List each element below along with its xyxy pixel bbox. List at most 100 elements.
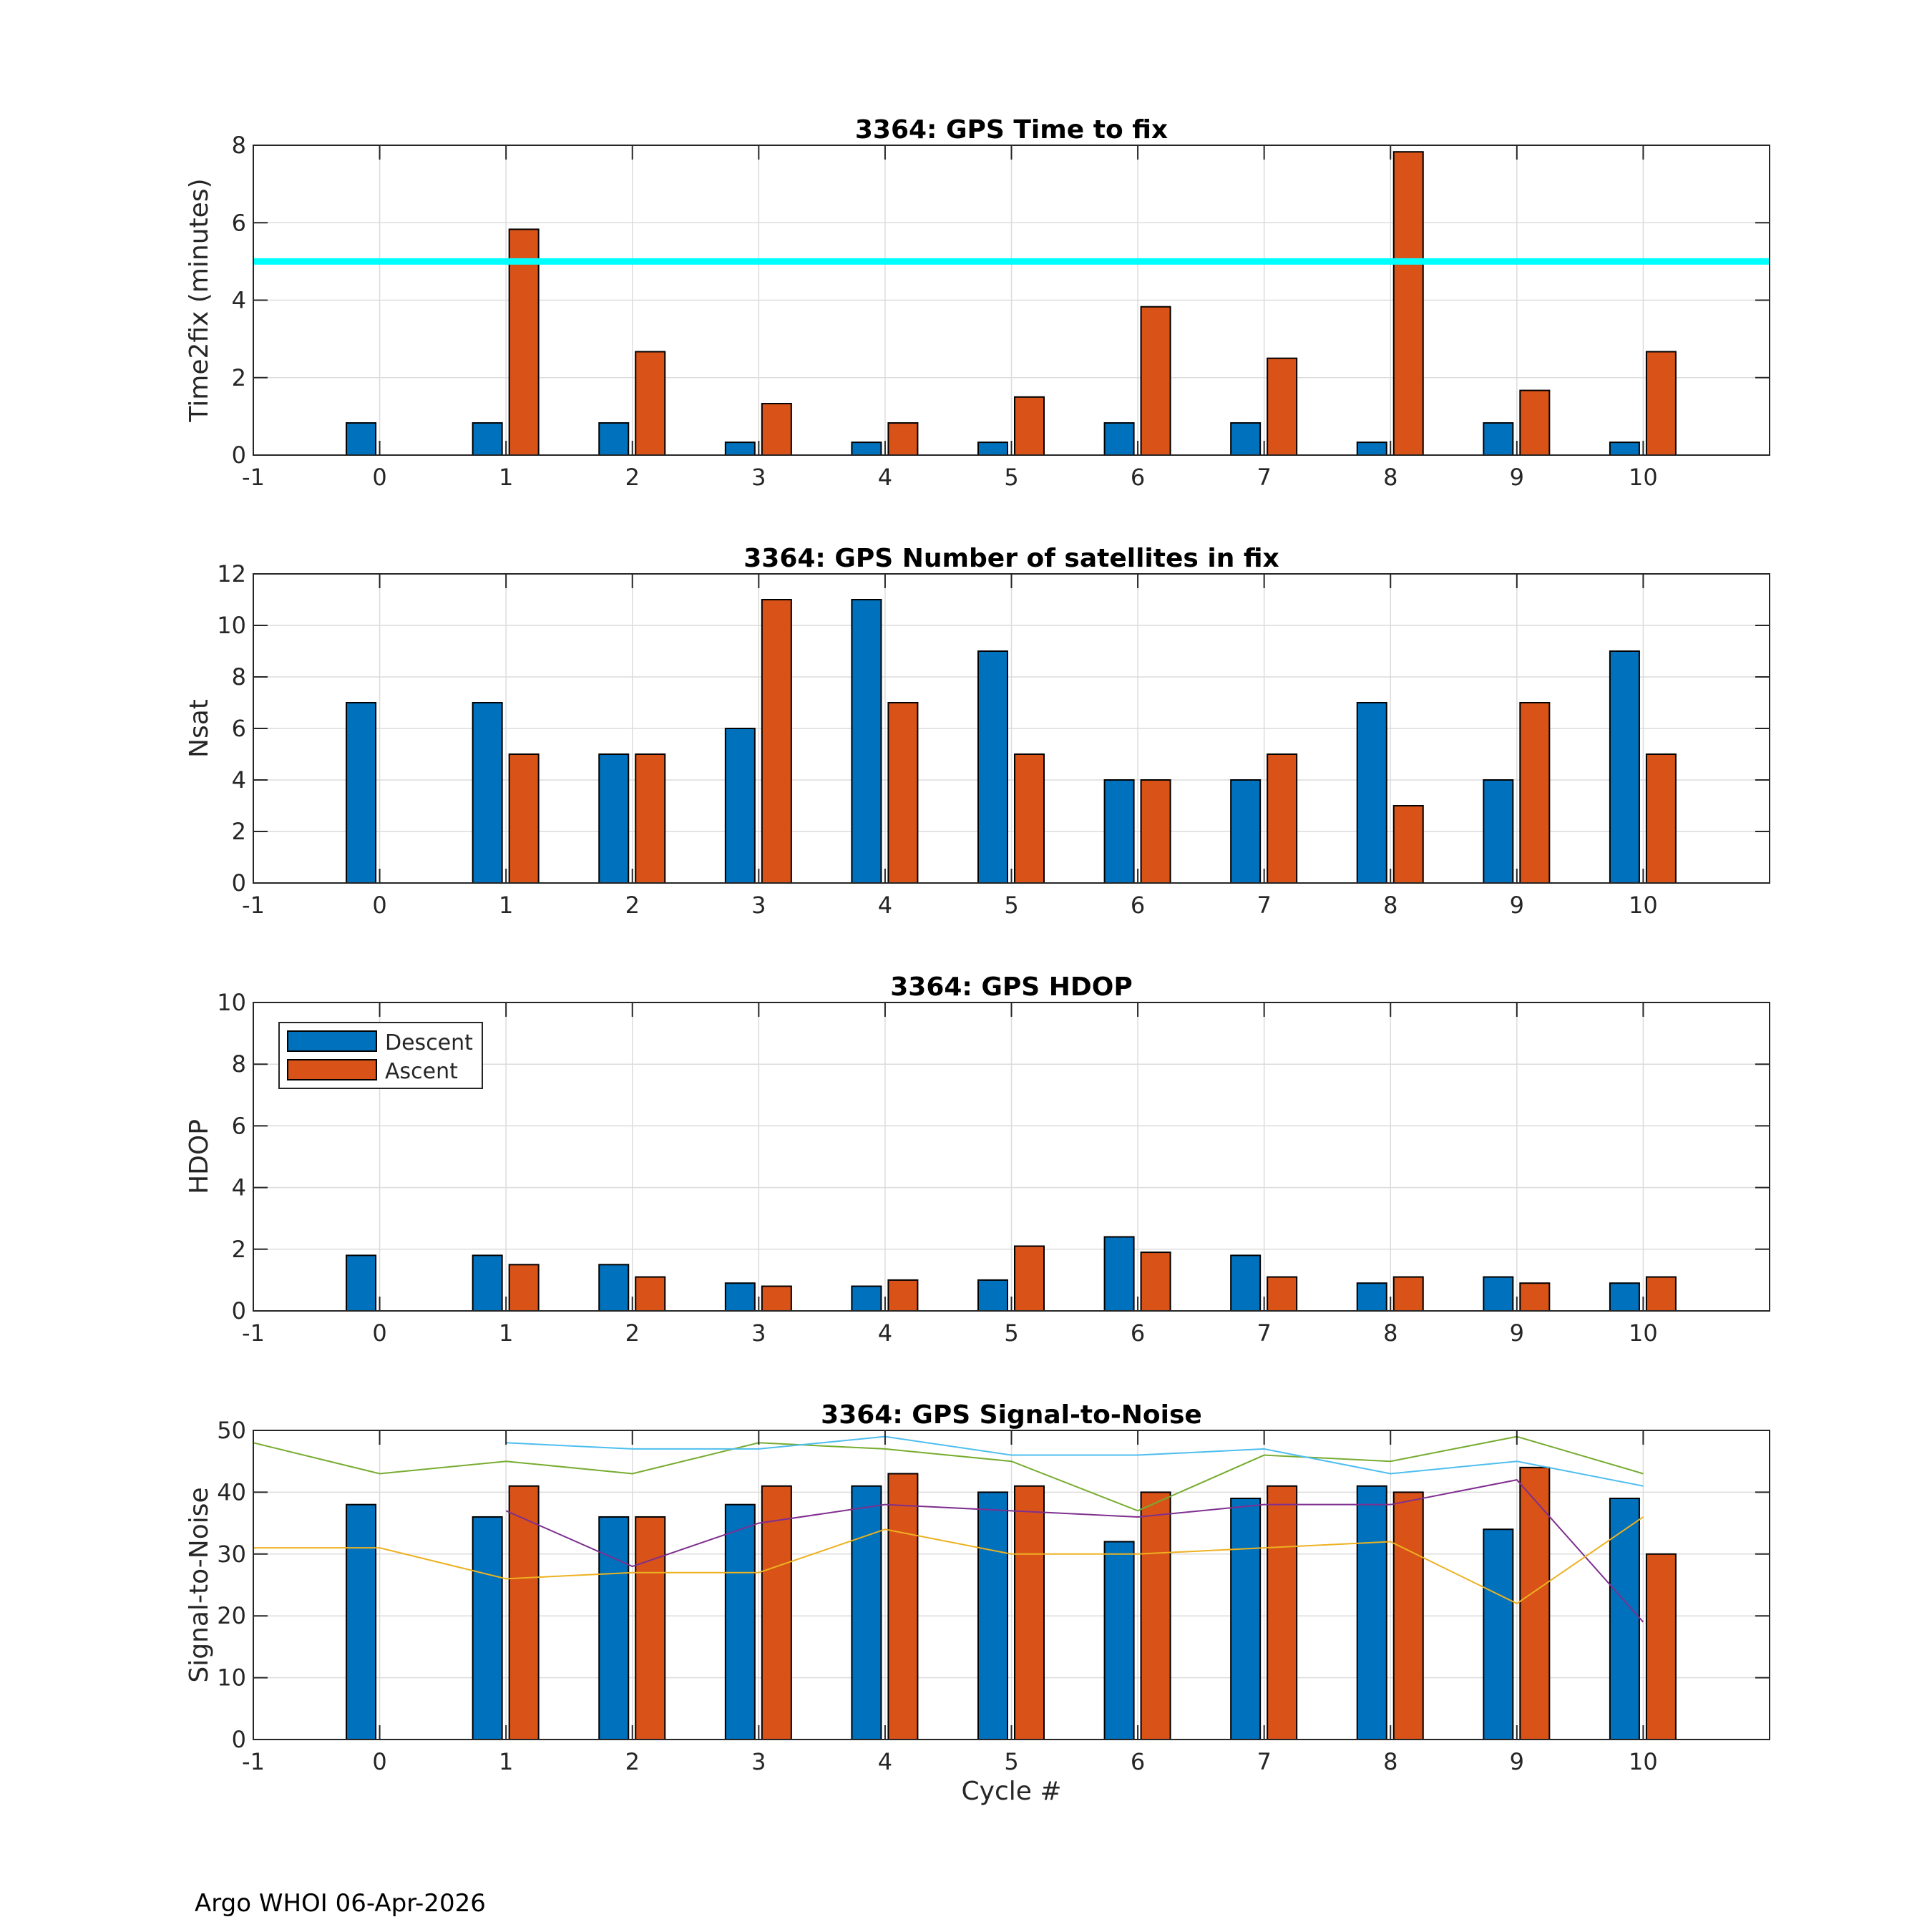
y-tick-label: 12	[217, 560, 246, 587]
y-tick-label: 40	[217, 1478, 246, 1506]
ascent-bar	[761, 1285, 792, 1312]
x-tick-label: 1	[499, 1319, 513, 1347]
descent-bar	[1483, 779, 1514, 884]
descent-bar	[1103, 779, 1135, 884]
x-tick-label: 2	[625, 892, 640, 919]
descent-bar	[1103, 1236, 1135, 1312]
ascent-bar	[635, 753, 666, 884]
x-tick-label: 1	[499, 892, 513, 919]
x-tick-label: 8	[1383, 464, 1397, 491]
ascent-bar	[1267, 753, 1298, 884]
x-tick-label: 4	[878, 1748, 892, 1775]
x-tick-label: -1	[242, 892, 265, 919]
y-tick-label: 0	[232, 1726, 246, 1753]
y-tick-label: 2	[232, 364, 246, 391]
descent-bar	[724, 1503, 756, 1740]
chart-title: 3364: GPS Time to fix	[855, 115, 1168, 145]
descent-bar	[1609, 1282, 1640, 1312]
descent-bar	[472, 422, 503, 456]
y-tick-label: 10	[217, 612, 246, 639]
descent-bar	[977, 1491, 1008, 1740]
x-axis-label: Cycle #	[962, 1777, 1062, 1806]
y-tick-label: 6	[232, 715, 246, 742]
y-tick-label: 6	[232, 209, 246, 236]
y-axis-label: HDOP	[185, 1119, 214, 1194]
x-tick-label: 9	[1510, 464, 1524, 491]
ascent-bar	[887, 1279, 919, 1312]
x-tick-label: 4	[878, 1319, 892, 1347]
ascent-bar	[1392, 1276, 1424, 1312]
x-tick-label: 6	[1131, 1319, 1145, 1347]
x-tick-label: 6	[1131, 892, 1145, 919]
x-tick-label: 5	[1004, 464, 1018, 491]
x-tick-label: 4	[878, 892, 892, 919]
x-tick-label: 3	[751, 892, 766, 919]
ascent-bar	[761, 1485, 792, 1740]
descent-bar	[472, 1516, 503, 1740]
x-tick-label: -1	[242, 1319, 265, 1347]
y-tick-label: 30	[217, 1541, 246, 1568]
footer-label: Argo WHOI 06-Apr-2026	[195, 1889, 486, 1918]
y-tick-label: 0	[232, 441, 246, 469]
x-tick-label: 2	[625, 1748, 640, 1775]
descent-bar	[977, 1279, 1008, 1312]
legend-ascent-label: Ascent	[385, 1059, 458, 1084]
x-tick-label: 8	[1383, 1748, 1397, 1775]
x-tick-label: 6	[1131, 464, 1145, 491]
descent-bar	[346, 1503, 377, 1740]
x-tick-label: 9	[1510, 892, 1524, 919]
ascent-bar	[508, 228, 540, 456]
x-tick-label: 2	[625, 464, 640, 491]
x-tick-label: 7	[1257, 892, 1271, 919]
ascent-bar	[887, 422, 919, 456]
ascent-bar	[1267, 1485, 1298, 1740]
y-axis-label: Signal-to-Noise	[185, 1487, 214, 1682]
y-tick-label: 4	[232, 766, 246, 794]
descent-bar	[851, 1485, 882, 1740]
descent-bar	[598, 422, 630, 456]
y-tick-label: 8	[232, 663, 246, 691]
ascent-bar	[1519, 1466, 1551, 1741]
x-tick-label: -1	[242, 1748, 265, 1775]
descent-bar	[598, 1516, 630, 1740]
ascent-bar	[1392, 805, 1424, 884]
ascent-bar	[1519, 389, 1551, 457]
descent-bar	[1483, 1528, 1514, 1740]
x-tick-label: 3	[751, 1748, 766, 1775]
y-tick-label: 0	[232, 1297, 246, 1324]
ascent-bar	[887, 702, 919, 884]
ascent-bar	[635, 1276, 666, 1312]
ascent-bar	[1014, 753, 1045, 884]
y-tick-label: 50	[217, 1417, 246, 1444]
y-axis-label: Nsat	[185, 699, 214, 758]
y-tick-label: 2	[232, 818, 246, 845]
x-tick-label: 1	[499, 1748, 513, 1775]
ascent-bar	[1645, 351, 1677, 456]
x-tick-label: 8	[1383, 1319, 1397, 1347]
descent-bar	[1356, 441, 1387, 456]
snr-line-1	[253, 1435, 1644, 1512]
descent-bar	[1609, 441, 1640, 456]
descent-bar	[1230, 1498, 1262, 1741]
legend-descent-label: Descent	[385, 1030, 473, 1055]
y-tick-label: 2	[232, 1236, 246, 1263]
ascent-bar	[761, 599, 792, 884]
y-tick-label: 6	[232, 1112, 246, 1139]
descent-bar	[1483, 1276, 1514, 1312]
descent-bar	[1356, 1282, 1387, 1312]
descent-bar	[346, 702, 377, 884]
snr-line-2	[506, 1435, 1644, 1487]
x-tick-label: 2	[625, 1319, 640, 1347]
y-tick-label: 8	[232, 1050, 246, 1078]
snr-line-3	[505, 1479, 1644, 1623]
x-tick-label: 7	[1257, 1319, 1271, 1347]
ascent-bar	[1140, 306, 1171, 457]
ascent-bar	[508, 753, 540, 884]
chart-title: 3364: GPS Signal-to-Noise	[821, 1400, 1202, 1430]
y-tick-label: 0	[232, 869, 246, 897]
ascent-bar	[1014, 396, 1045, 456]
legend-ascent-swatch	[287, 1059, 377, 1080]
